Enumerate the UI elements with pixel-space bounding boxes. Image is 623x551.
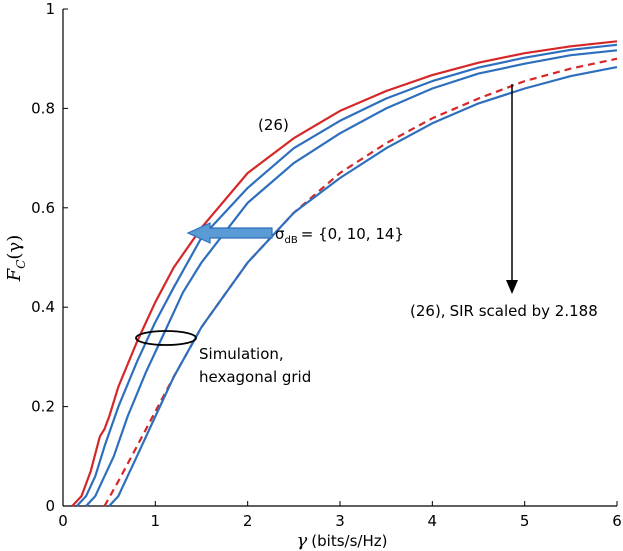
y-axis-main: F [4, 267, 25, 282]
simulation-ellipse [135, 330, 197, 346]
axis-ticks: 0 1 2 3 4 5 6 0 0.2 0.4 0.6 0.8 1 [31, 0, 622, 530]
series-line-2 [75, 43, 618, 507]
x-tick-label: 1 [151, 512, 161, 530]
scaled-arrow-head [506, 280, 518, 294]
sigma-label: σdB = {0, 10, 14} [275, 225, 404, 246]
analytic-curve-label: (26) [258, 116, 289, 134]
scaled-label: (26), SIR scaled by 2.188 [410, 302, 598, 320]
x-tick-label: 4 [428, 512, 438, 530]
simulation-label-line2: hexagonal grid [199, 368, 311, 386]
y-tick-label: 1 [45, 0, 55, 18]
sigma-arrow [186, 222, 273, 244]
x-tick-label: 0 [58, 512, 68, 530]
x-tick-label: 6 [612, 512, 622, 530]
scaled-prefix: (26), [410, 302, 446, 320]
x-axis-unit: (bits/s/Hz) [311, 532, 387, 550]
series-line-0 [71, 40, 618, 507]
x-tick-label: 3 [335, 512, 345, 530]
y-tick-label: 0.8 [31, 99, 55, 117]
x-tick-label: 2 [243, 512, 253, 530]
sigma-values: = {0, 10, 14} [301, 225, 404, 243]
y-axis-label: FC(γ) [4, 235, 28, 283]
scaled-text: SIR scaled by 2.188 [450, 302, 598, 320]
series-line-3 [85, 49, 618, 507]
x-axis-symbol: γ [297, 530, 308, 551]
y-tick-label: 0.4 [31, 298, 55, 316]
sigma-symbol: σ [275, 225, 285, 243]
series-line-4 [108, 66, 618, 507]
y-tick-label: 0.6 [31, 199, 55, 217]
y-axis-arg: (γ) [4, 235, 25, 260]
series-line-1 [103, 57, 618, 507]
simulation-label-line1: Simulation, [199, 345, 284, 363]
y-tick-label: 0.2 [31, 398, 55, 416]
series-layer [71, 40, 618, 507]
x-tick-label: 5 [520, 512, 530, 530]
y-tick-label: 0 [45, 497, 55, 515]
x-axis-label: γ (bits/s/Hz) [297, 530, 388, 551]
sigma-subscript: dB [285, 235, 298, 246]
y-axis-sub: C [14, 260, 28, 269]
